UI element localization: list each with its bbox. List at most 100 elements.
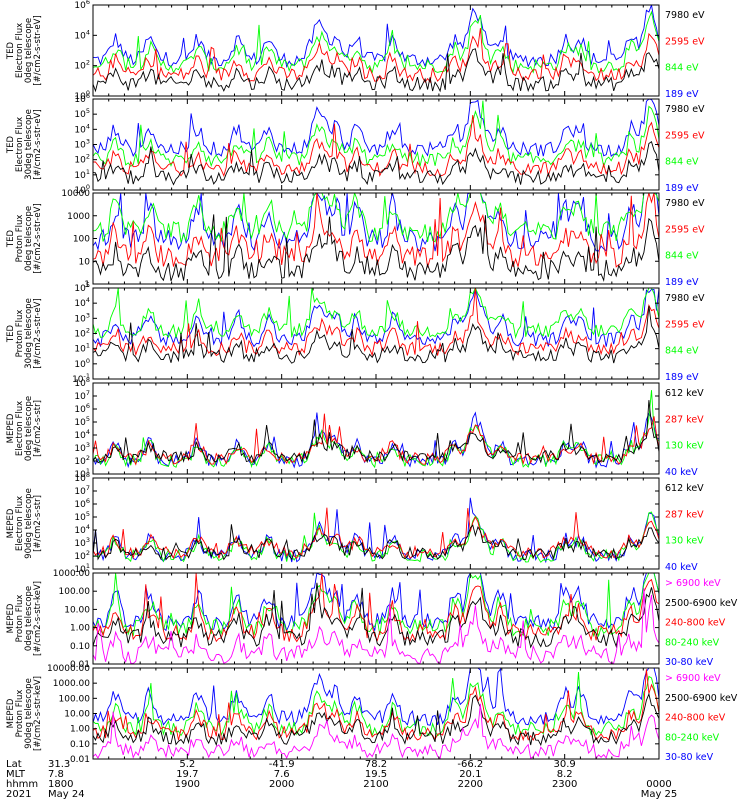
y-axis-label: MEPED <box>6 698 16 728</box>
legend-entry: 40 keV <box>665 562 698 573</box>
y-axis-label: 30deg telescope <box>24 109 34 180</box>
y-tick-label: 104 <box>74 28 90 41</box>
series-line-7980-ev <box>93 214 659 283</box>
legend-entry: 612 keV <box>665 483 704 494</box>
y-tick-label: 102 <box>74 327 90 340</box>
bottom-row-label: 2021 <box>6 789 31 800</box>
y-tick-label: 103 <box>74 536 90 549</box>
bottom-tick-label: 19.5 <box>365 769 387 780</box>
bottom-tick-label: 2100 <box>363 779 388 790</box>
y-axis-label: MEPED <box>6 413 16 443</box>
y-axis-label: TED <box>6 41 16 60</box>
bottom-tick-label: -41.9 <box>269 759 295 770</box>
bottom-tick-label: 2300 <box>552 779 577 790</box>
y-tick-label: 104 <box>74 523 90 536</box>
series-line-189-ev <box>93 288 659 348</box>
bottom-row-label: hhmm <box>6 779 38 790</box>
y-axis-label: [#/cm2-s-str-eV] <box>33 298 43 368</box>
y-axis-label: [#/cm2-s-str-eV] <box>33 15 43 85</box>
y-axis-label: [#/cm2-s-str-eV] <box>33 203 43 273</box>
legend-entry: 189 eV <box>665 372 699 383</box>
bottom-tick-label: 2000 <box>269 779 294 790</box>
y-tick-label: 0.10 <box>70 642 90 652</box>
y-tick-label: 104 <box>74 428 90 441</box>
series-line-2595-ev <box>93 28 659 83</box>
legend-entry: 612 keV <box>665 388 704 399</box>
legend-entry: 2500-6900 keV <box>665 598 738 609</box>
bottom-tick-label: May 24 <box>48 789 85 800</box>
series-line-2595-ev <box>93 288 659 357</box>
y-axis-label: Proton Flux <box>15 310 25 358</box>
y-tick-label: 100 <box>73 235 90 245</box>
y-tick-label: 102 <box>74 59 90 72</box>
bottom-tick-label: 78.2 <box>365 759 387 770</box>
bottom-tick-label: 1800 <box>48 779 73 790</box>
y-tick-label: 107 <box>74 484 90 497</box>
y-axis-label: Proton Flux <box>15 690 25 738</box>
y-axis-label: Proton Flux <box>15 215 25 263</box>
legend-entry: 844 eV <box>665 63 699 74</box>
y-tick-label: 0.01 <box>70 755 90 765</box>
y-axis-label: Electron Flux <box>15 401 25 456</box>
bottom-tick-label: 8.2 <box>557 769 573 780</box>
y-axis-label: [#/cm2-s-str] <box>33 400 43 457</box>
legend-entry: 2595 eV <box>665 224 705 235</box>
legend-entry: 7980 eV <box>665 198 705 209</box>
y-tick-label: 104 <box>74 122 90 135</box>
legend-entry: 844 eV <box>665 157 699 168</box>
legend-entry: 2595 eV <box>665 319 705 330</box>
y-tick-label: 100.00 <box>59 587 91 597</box>
y-tick-label: 0.01 <box>70 660 90 670</box>
bottom-tick-label: 19.7 <box>176 769 198 780</box>
series-line-612-kev <box>93 400 659 465</box>
series-group <box>93 573 659 664</box>
series-line-189-ev <box>93 193 659 252</box>
y-tick-label: 105 <box>74 415 90 428</box>
y-axis-label: Proton Flux <box>15 595 25 643</box>
series-group <box>93 99 659 186</box>
y-tick-label: 1.00 <box>70 725 90 735</box>
legend-entry: 130 keV <box>665 536 704 547</box>
legend-entry: > 6900 keV <box>665 578 721 589</box>
y-tick-label: 10 <box>79 257 91 267</box>
y-tick-label: 105 <box>74 107 90 120</box>
y-tick-label: 105 <box>74 281 90 294</box>
series-line-240-800-kev <box>93 669 659 742</box>
legend-entry: 80-240 keV <box>665 732 720 743</box>
bottom-tick-label: 2200 <box>458 779 483 790</box>
panel-7: 0.01 0.10 1.00 10.00 100.00 1000.00 MEPED Proto… <box>6 569 738 670</box>
legend-entry: 844 eV <box>665 346 699 357</box>
y-axis-label: [#/cm2-s-str-keV] <box>33 581 43 656</box>
y-tick-label: 106 <box>74 0 90 11</box>
bottom-row-label: Lat <box>6 759 22 770</box>
series-line-30-80-kev <box>93 668 659 727</box>
panel-frame <box>92 287 660 380</box>
series-group <box>93 668 659 759</box>
legend-entry: 844 eV <box>665 251 699 262</box>
y-axis-label: TED <box>6 135 16 154</box>
series-group <box>93 390 659 469</box>
y-tick-label: 105 <box>74 510 90 523</box>
panel-8: 0.01 0.10 1.00 10.00 100.00 1000.00 10000.00 ME… <box>6 664 738 765</box>
y-tick-label: 100 <box>74 357 90 370</box>
y-tick-label: 10000.00 <box>47 664 90 674</box>
y-tick-label: 106 <box>74 402 90 415</box>
legend-entry: 7980 eV <box>665 10 705 21</box>
legend-entry: 240-800 keV <box>665 713 726 724</box>
legend-entry: 287 keV <box>665 509 704 520</box>
series-line-844-ev <box>93 193 659 243</box>
series-line-7980-ev <box>93 140 659 186</box>
legend-entry: 2500-6900 keV <box>665 693 738 704</box>
y-axis-label: Electron Flux <box>15 117 25 172</box>
legend-entry: 7980 eV <box>665 104 705 115</box>
y-tick-label: 107 <box>74 389 90 402</box>
y-axis-label: TED <box>6 324 16 343</box>
y-tick-label: 104 <box>74 296 90 309</box>
y-tick-label: 10.00 <box>64 605 90 615</box>
series-group <box>93 497 659 564</box>
